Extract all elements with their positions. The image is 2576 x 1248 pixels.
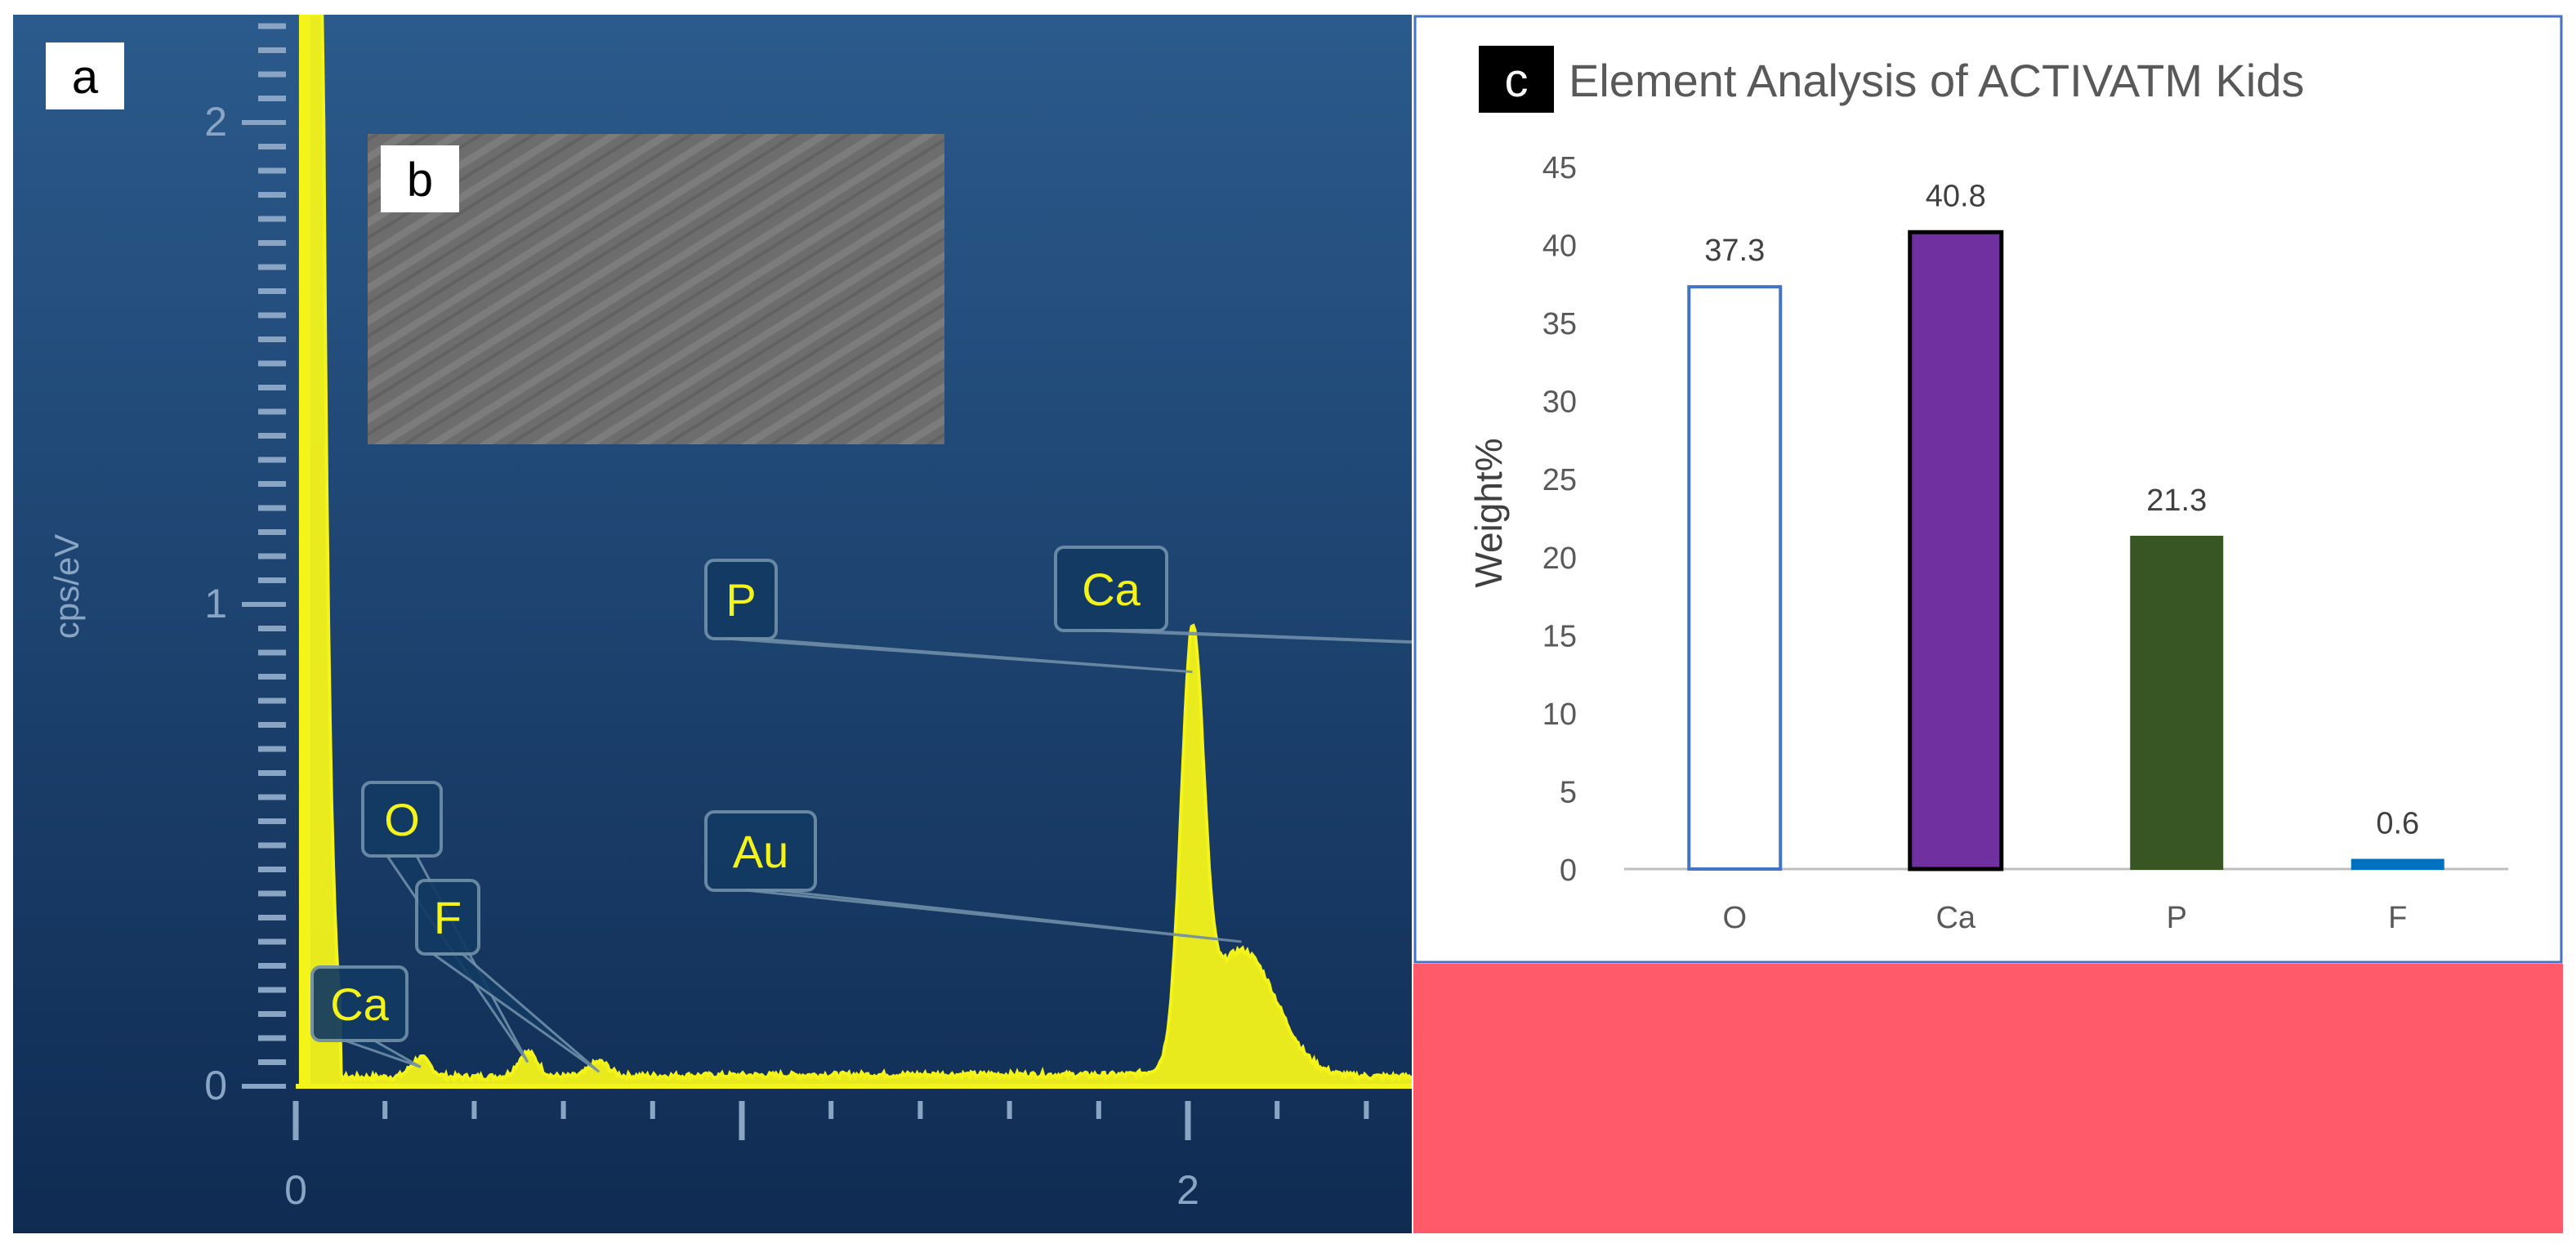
spectrum-y-tick-label: 1 — [204, 581, 227, 626]
bar-data-label: 0.6 — [2376, 807, 2419, 841]
spectrum-y-tick-label: 2 — [204, 99, 227, 145]
bar-y-tick-label: 10 — [1542, 698, 1577, 732]
panel-label-c: c — [1505, 54, 1529, 107]
peak-label-text: Ca — [330, 978, 389, 1030]
peak-label-box — [361, 781, 443, 858]
peak-label-text: P — [725, 574, 756, 626]
bar-f — [2351, 858, 2444, 870]
spectrum-x-tick-label: 0 — [284, 1167, 307, 1213]
spectrum-y-tick-label: 0 — [204, 1063, 227, 1108]
bar-data-label: 40.8 — [1926, 179, 1986, 213]
bar-x-tick-label: Ca — [1935, 901, 1976, 935]
bar-data-label: 21.3 — [2146, 484, 2207, 518]
bar-data-label: 37.3 — [1704, 234, 1765, 268]
bar-y-tick-label: 15 — [1542, 619, 1577, 653]
peak-label-p: P — [704, 559, 1193, 674]
panel-label-c-box — [1479, 46, 1554, 113]
bar-y-tick-label: 25 — [1542, 463, 1577, 497]
peak-label-text: Ca — [1082, 564, 1141, 615]
panel-label-b: b — [407, 154, 433, 207]
bar-y-tick-label: 5 — [1560, 775, 1577, 809]
peak-label-ca: Ca — [310, 965, 422, 1068]
peak-label-box — [704, 810, 817, 892]
peak-label-box — [310, 965, 408, 1042]
bar-y-tick-label: 20 — [1542, 542, 1577, 576]
peak-label-text: O — [384, 794, 420, 845]
pink-block — [1413, 964, 2563, 1233]
bar-y-tick-label: 45 — [1542, 151, 1577, 185]
peak-label-box — [1054, 546, 1168, 632]
element-analysis-bar-chart: c Element Analysis of ACTIVATM Kids Weig… — [1413, 15, 2563, 1233]
bar-y-tick-label: 0 — [1560, 854, 1577, 888]
spectrum-x-tick-label: 2 — [1176, 1167, 1199, 1213]
bar-x-tick-label: P — [2167, 901, 2187, 935]
peak-label-f: F — [415, 879, 600, 1073]
panel-label-a-box — [46, 42, 124, 109]
bar-x-tick-label: F — [2388, 901, 2407, 935]
bar-y-tick-label: 35 — [1542, 307, 1577, 341]
bar-x-tick-label: O — [1722, 901, 1747, 935]
spectrum-y-axis-label: cps/eV — [47, 534, 86, 639]
peak-label-box — [415, 879, 480, 956]
bar-y-axis-label: Weight% — [1467, 438, 1510, 587]
peak-label-text: F — [434, 892, 462, 943]
bar-o — [1687, 285, 1783, 871]
element-analysis-panel: c Element Analysis of ACTIVATM Kids Weig… — [1413, 15, 2563, 1233]
peak-label-text: Au — [733, 826, 789, 877]
panel-label-a: a — [72, 51, 99, 104]
bar-y-tick-label: 40 — [1542, 230, 1577, 264]
bar-ca — [1908, 230, 2004, 871]
peak-label-box — [704, 559, 778, 640]
panel-label-b-box — [381, 145, 459, 212]
sem-image-inset — [368, 134, 944, 444]
bar-p — [2130, 535, 2224, 871]
chart-title: Element Analysis of ACTIVATM Kids — [1569, 55, 2304, 106]
peak-label-au: Au — [704, 810, 1242, 943]
bar-y-tick-label: 30 — [1542, 386, 1577, 420]
